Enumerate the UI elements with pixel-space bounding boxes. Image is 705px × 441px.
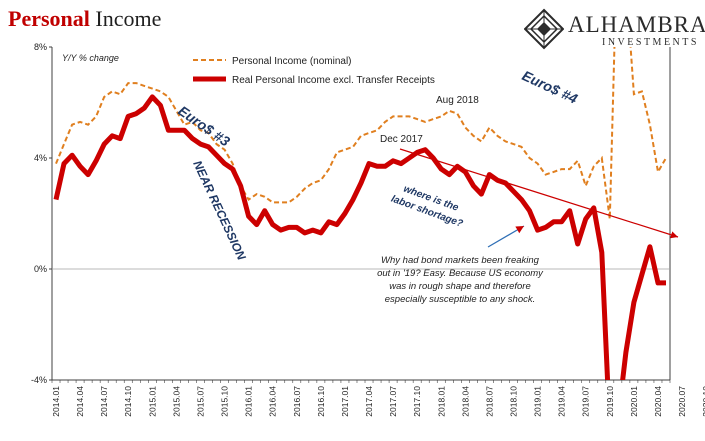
annotation-note-line: out in '19? Easy. Because US economy xyxy=(377,268,544,279)
annotation-note-line: was in rough shape and therefore xyxy=(389,281,531,292)
x-tick-label: 2015.04 xyxy=(171,386,181,417)
x-tick-label: 2017.10 xyxy=(412,386,422,417)
annotation-euro3: Euro$ #3 xyxy=(175,102,233,149)
annotation-near-recession: NEAR RECESSION xyxy=(190,158,248,262)
logo-name: ALHAMBRA xyxy=(568,12,705,37)
trend-arrow xyxy=(399,148,679,239)
x-tick-label: 2015.07 xyxy=(195,386,205,417)
y-tick-label: 4% xyxy=(34,153,47,163)
series-line-real xyxy=(53,94,666,380)
x-tick-label: 2018.07 xyxy=(484,386,494,417)
x-tick-label: 2015.01 xyxy=(147,386,157,417)
x-tick-label: 2014.01 xyxy=(51,386,61,417)
x-tick-label: 2019.07 xyxy=(581,386,591,417)
x-tick-label: 2016.01 xyxy=(244,386,254,417)
chart-title-part2: Income xyxy=(95,6,162,31)
x-tick-label: 2017.01 xyxy=(340,386,350,417)
x-tick-label: 2020.07 xyxy=(677,386,687,417)
x-tick-label: 2017.04 xyxy=(364,386,374,417)
pointer-arrow xyxy=(487,225,525,248)
chart-title-part1: Personal xyxy=(8,6,90,31)
x-tick-label: 2016.04 xyxy=(268,386,278,417)
x-tick-label: 2018.01 xyxy=(436,386,446,417)
company-logo: ALHAMBRA INVESTMENTS xyxy=(522,8,705,52)
x-tick-label: 2014.07 xyxy=(99,386,109,417)
x-tick-label: 2019.04 xyxy=(557,386,567,417)
y-tick-label: 0% xyxy=(34,264,47,274)
x-tick-label: 2015.10 xyxy=(220,386,230,417)
chart-title: Personal Income xyxy=(8,6,161,32)
logo-subtitle: INVESTMENTS xyxy=(602,37,699,48)
x-tick-label: 2014.04 xyxy=(75,386,85,417)
unit-label: Y/Y % change xyxy=(62,53,119,63)
x-tick-label: 2019.01 xyxy=(533,386,543,417)
legend-label-real: Real Personal Income excl. Transfer Rece… xyxy=(232,75,435,86)
x-tick-label: 2020.01 xyxy=(629,386,639,417)
x-tick-label: 2014.10 xyxy=(123,386,133,417)
annotation-note-line: especially susceptible to any shock. xyxy=(385,294,536,305)
y-tick-label: 8% xyxy=(34,42,47,52)
annotation-note-line: Why had bond markets been freaking xyxy=(381,255,540,266)
x-tick-label: 2020.10 xyxy=(701,386,705,417)
annotation-aug-2018: Aug 2018 xyxy=(436,95,479,106)
x-tick-label: 2017.07 xyxy=(388,386,398,417)
series-line-nominal xyxy=(55,47,667,220)
annotation-dec-2017: Dec 2017 xyxy=(380,134,423,145)
x-tick-label: 2016.07 xyxy=(292,386,302,417)
x-tick-label: 2020.04 xyxy=(653,386,663,417)
logo-emblem-icon xyxy=(524,8,564,50)
x-tick-label: 2016.10 xyxy=(316,386,326,417)
x-tick-label: 2018.10 xyxy=(508,386,518,417)
annotation-euro4: Euro$ #4 xyxy=(520,67,581,107)
x-tick-label: 2018.04 xyxy=(460,386,470,417)
legend-label-nominal: Personal Income (nominal) xyxy=(232,56,352,67)
y-tick-label: -4% xyxy=(31,375,47,385)
x-tick-label: 2019.10 xyxy=(605,386,615,417)
